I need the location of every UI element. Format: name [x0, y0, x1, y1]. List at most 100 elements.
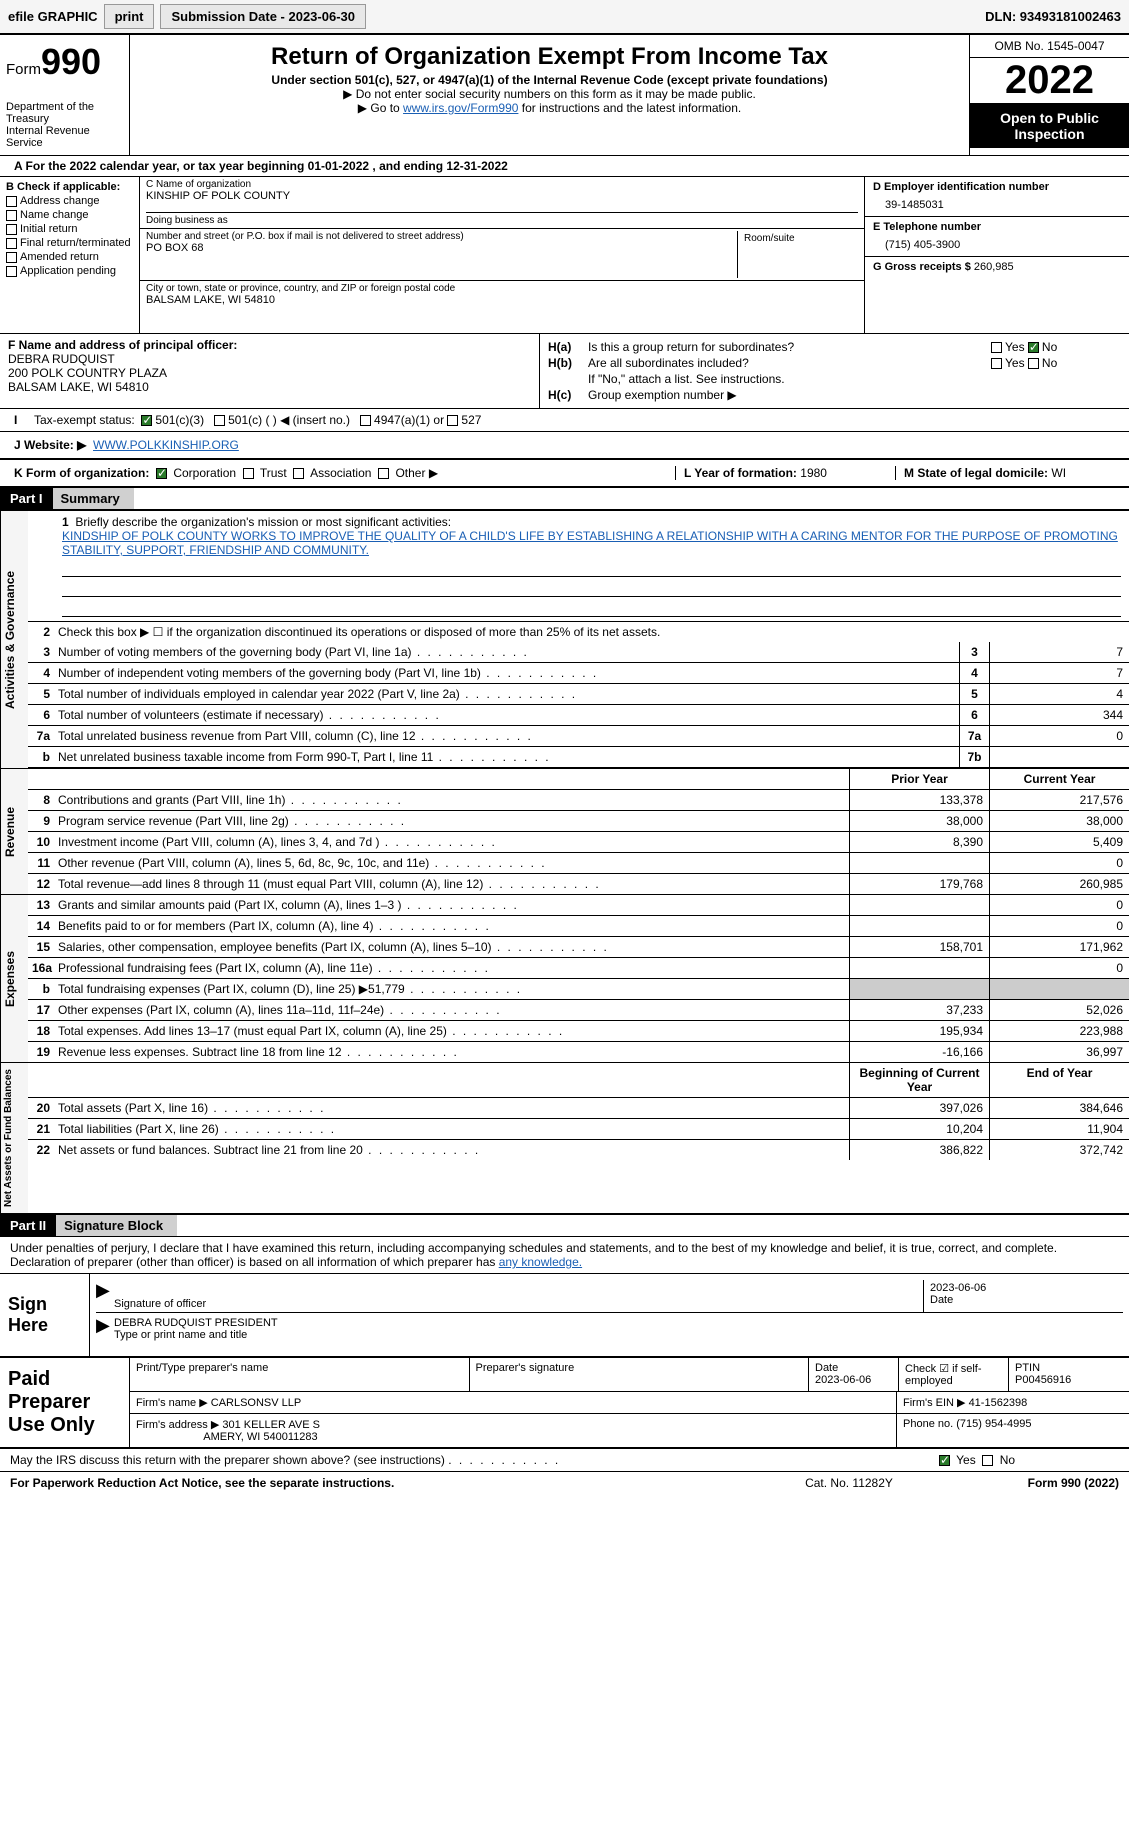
ptin-value: P00456916 — [1015, 1374, 1071, 1386]
summary-line: 8Contributions and grants (Part VIII, li… — [28, 790, 1129, 811]
summary-line: 21Total liabilities (Part X, line 26)10,… — [28, 1119, 1129, 1140]
chk-ha-yes[interactable] — [991, 342, 1002, 353]
firm-phone-value: (715) 954-4995 — [956, 1418, 1031, 1430]
signature-date: 2023-06-06 — [930, 1282, 1117, 1294]
irs-link[interactable]: www.irs.gov/Form990 — [403, 101, 518, 115]
chk-501c[interactable] — [214, 415, 225, 426]
ptin-label: PTIN — [1015, 1362, 1040, 1374]
chk-trust[interactable] — [243, 468, 254, 479]
form-id: Form990 — [6, 41, 123, 83]
col-b-checkboxes: B Check if applicable: Address change Na… — [0, 177, 140, 333]
hb-note: If "No," attach a list. See instructions… — [588, 372, 1121, 386]
prior-year-header: Prior Year — [849, 769, 989, 789]
chk-discuss-yes[interactable] — [939, 1455, 950, 1466]
firm-name-value: CARLSONSV LLP — [211, 1397, 301, 1409]
efile-label: efile GRAPHIC — [8, 9, 98, 24]
chk-application-pending[interactable] — [6, 266, 17, 277]
open-to-public: Open to Public Inspection — [970, 104, 1129, 148]
summary-line: 17Other expenses (Part IX, column (A), l… — [28, 1000, 1129, 1021]
summary-line: 18Total expenses. Add lines 13–17 (must … — [28, 1021, 1129, 1042]
part2-header-row: Part IISignature Block — [0, 1215, 1129, 1237]
summary-line: 10Investment income (Part VIII, column (… — [28, 832, 1129, 853]
form-id-footer: Form 990 (2022) — [939, 1476, 1119, 1490]
ein-value: 39-1485031 — [873, 199, 1121, 211]
vtab-governance: Activities & Governance — [0, 511, 28, 768]
city-label: City or town, state or province, country… — [146, 283, 858, 294]
date-label: Date — [930, 1294, 953, 1306]
print-button[interactable]: print — [104, 4, 155, 29]
firm-addr2: AMERY, WI 540011283 — [203, 1431, 317, 1443]
row-a-tax-year: A For the 2022 calendar year, or tax yea… — [0, 156, 1129, 177]
summary-line: bNet unrelated business taxable income f… — [28, 747, 1129, 768]
chk-association[interactable] — [293, 468, 304, 479]
officer-label: F Name and address of principal officer: — [8, 338, 531, 352]
vtab-expenses: Expenses — [0, 895, 28, 1062]
summary-line: 15Salaries, other compensation, employee… — [28, 937, 1129, 958]
discuss-question: May the IRS discuss this return with the… — [10, 1453, 445, 1467]
part1-title: Summary — [53, 488, 134, 509]
chk-501c3[interactable] — [141, 415, 152, 426]
preparer-sig-label: Preparer's signature — [476, 1362, 803, 1374]
room-label: Room/suite — [744, 233, 852, 244]
gross-label: G Gross receipts $ — [873, 261, 971, 273]
chk-final-return[interactable] — [6, 238, 17, 249]
form-subtitle-1: Under section 501(c), 527, or 4947(a)(1)… — [140, 73, 959, 87]
chk-hb-yes[interactable] — [991, 358, 1002, 369]
chk-discuss-no[interactable] — [982, 1455, 993, 1466]
phone-value: (715) 405-3900 — [873, 239, 1121, 251]
signature-label: Signature of officer — [114, 1298, 206, 1310]
summary-line: bTotal fundraising expenses (Part IX, co… — [28, 979, 1129, 1000]
chk-4947[interactable] — [360, 415, 371, 426]
org-name: KINSHIP OF POLK COUNTY — [146, 190, 858, 202]
part2-badge: Part II — [0, 1215, 56, 1236]
street-label: Number and street (or P.O. box if mail i… — [146, 231, 737, 242]
irs-label: Internal Revenue Service — [6, 125, 123, 149]
vtab-revenue: Revenue — [0, 769, 28, 894]
firm-ein-value: 41-1562398 — [969, 1397, 1028, 1409]
chk-initial-return[interactable] — [6, 224, 17, 235]
begin-year-header: Beginning of Current Year — [849, 1063, 989, 1097]
chk-corporation[interactable] — [156, 468, 167, 479]
summary-line: 19Revenue less expenses. Subtract line 1… — [28, 1042, 1129, 1062]
chk-527[interactable] — [447, 415, 458, 426]
state-domicile-value: WI — [1051, 466, 1066, 480]
any-knowledge-link[interactable]: any knowledge. — [499, 1255, 582, 1269]
firm-ein-label: Firm's EIN ▶ — [903, 1397, 966, 1409]
dba-label: Doing business as — [146, 212, 858, 226]
name-title-label: Type or print name and title — [114, 1329, 247, 1341]
form-org-label: K Form of organization: — [14, 466, 149, 480]
summary-governance: Activities & Governance 1 Briefly descri… — [0, 510, 1129, 768]
sign-here-label: Sign Here — [0, 1274, 90, 1356]
summary-line: 13Grants and similar amounts paid (Part … — [28, 895, 1129, 916]
chk-other[interactable] — [378, 468, 389, 479]
chk-ha-no[interactable] — [1028, 342, 1039, 353]
part1-badge: Part I — [0, 488, 53, 509]
page-footer: For Paperwork Reduction Act Notice, see … — [0, 1472, 1129, 1494]
dln-label: DLN: 93493181002463 — [985, 9, 1121, 24]
summary-netassets: Net Assets or Fund Balances Beginning of… — [0, 1062, 1129, 1215]
sign-here-block: Sign Here ▶ Signature of officer 2023-06… — [0, 1274, 1129, 1358]
chk-name-change[interactable] — [6, 210, 17, 221]
city-value: BALSAM LAKE, WI 54810 — [146, 294, 858, 306]
line-1-mission: 1 Briefly describe the organization's mi… — [28, 511, 1129, 622]
line-2-checkbox: Check this box ▶ ☐ if the organization d… — [54, 622, 1129, 642]
chk-amended-return[interactable] — [6, 252, 17, 263]
tax-year: 2022 — [970, 58, 1129, 104]
row-fh: F Name and address of principal officer:… — [0, 334, 1129, 409]
summary-line: 22Net assets or fund balances. Subtract … — [28, 1140, 1129, 1160]
form-title: Return of Organization Exempt From Incom… — [140, 43, 959, 71]
firm-addr-label: Firm's address ▶ — [136, 1419, 219, 1431]
preparer-name-label: Print/Type preparer's name — [136, 1362, 463, 1374]
chk-hb-no[interactable] — [1028, 358, 1039, 369]
dept-label: Department of the Treasury — [6, 101, 123, 125]
summary-line: 20Total assets (Part X, line 16)397,0263… — [28, 1098, 1129, 1119]
summary-line: 3Number of voting members of the governi… — [28, 642, 1129, 663]
officer-name: DEBRA RUDQUIST — [8, 352, 531, 366]
chk-address-change[interactable] — [6, 196, 17, 207]
part2-title: Signature Block — [56, 1215, 177, 1236]
summary-line: 11Other revenue (Part VIII, column (A), … — [28, 853, 1129, 874]
ha-label: Is this a group return for subordinates? — [588, 340, 991, 354]
street-value: PO BOX 68 — [146, 242, 737, 254]
submission-date-button[interactable]: Submission Date - 2023-06-30 — [160, 4, 366, 29]
website-link[interactable]: WWW.POLKKINSHIP.ORG — [93, 438, 239, 452]
